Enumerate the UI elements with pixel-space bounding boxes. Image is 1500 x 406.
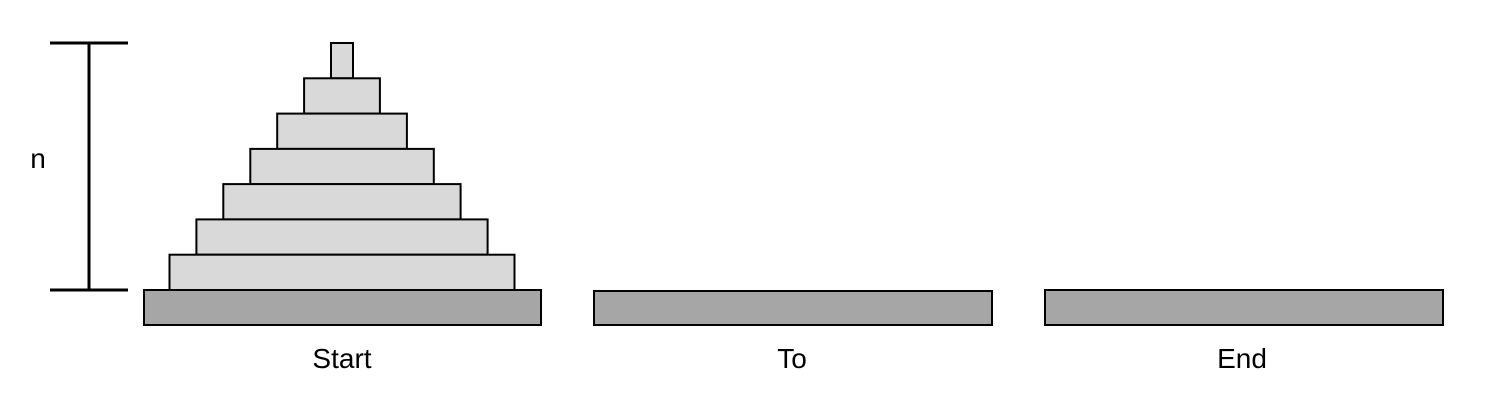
to-peg-label: To (777, 343, 807, 374)
disk-5 (222, 183, 462, 221)
start-peg-label: Start (312, 343, 371, 374)
to-peg-base (593, 290, 993, 326)
height-bracket: n (30, 41, 128, 292)
disk-3 (276, 112, 408, 150)
disk-6 (195, 218, 489, 256)
start-peg-base (143, 289, 542, 326)
end-peg-base (1044, 289, 1444, 326)
height-label-n: n (30, 143, 46, 174)
disk-1 (330, 42, 354, 80)
peg-labels: Start To End (312, 343, 1266, 374)
disk-4 (249, 147, 435, 186)
disk-2 (303, 77, 381, 115)
peg-bases (143, 289, 1444, 326)
start-disk-stack (168, 42, 516, 291)
disk-7 (168, 253, 516, 291)
end-peg-label: End (1217, 343, 1267, 374)
